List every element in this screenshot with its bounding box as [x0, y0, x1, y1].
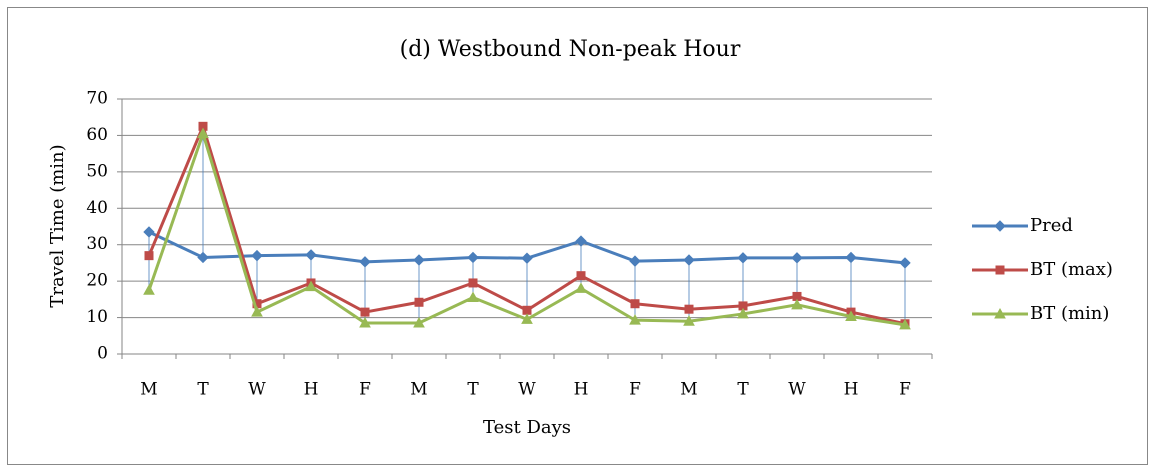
- x-tick-label: F: [629, 380, 641, 400]
- y-tick-label: 30: [86, 234, 108, 254]
- marker: [845, 251, 857, 264]
- chart-border: [7, 7, 1148, 465]
- marker: [467, 251, 479, 264]
- x-tick-label: H: [304, 380, 319, 400]
- marker: [576, 271, 586, 281]
- marker: [197, 127, 209, 139]
- marker: [899, 318, 911, 330]
- marker: [522, 305, 532, 315]
- x-tick-label: T: [197, 380, 209, 400]
- marker: [413, 254, 425, 266]
- x-tick-label: F: [899, 380, 911, 400]
- x-tick-label: F: [359, 380, 371, 400]
- marker: [521, 252, 533, 264]
- y-tick-label: 40: [86, 198, 108, 218]
- y-tick-label: 20: [86, 271, 108, 291]
- marker: [737, 307, 749, 319]
- marker: [521, 313, 533, 324]
- legend-label: BT (max): [1030, 259, 1113, 280]
- y-tick-label: 60: [86, 125, 108, 145]
- x-tick-label: H: [574, 380, 589, 400]
- marker: [359, 256, 371, 268]
- marker: [791, 252, 803, 264]
- legend-marker: [995, 265, 1005, 275]
- chart-title: (d) Westbound Non-peak Hour: [400, 37, 741, 62]
- x-tick-label: M: [410, 380, 427, 400]
- marker: [305, 249, 317, 261]
- x-tick-label: T: [737, 380, 749, 400]
- legend-marker: [994, 220, 1006, 232]
- x-tick-label: W: [788, 380, 806, 400]
- marker: [305, 280, 317, 292]
- marker: [359, 317, 371, 328]
- legend-label: Pred: [1030, 215, 1073, 236]
- y-tick-label: 50: [86, 161, 108, 181]
- marker: [143, 284, 155, 295]
- x-tick-label: W: [248, 380, 266, 400]
- x-tick-label: T: [467, 380, 479, 400]
- legend-marker: [994, 307, 1006, 319]
- marker: [144, 251, 154, 261]
- marker: [360, 307, 370, 317]
- y-tick-label: 10: [86, 307, 108, 327]
- y-tick-label: 0: [97, 344, 108, 364]
- marker: [197, 251, 209, 264]
- marker: [575, 282, 587, 293]
- marker: [468, 278, 478, 288]
- marker: [791, 298, 803, 310]
- x-tick-label: M: [680, 380, 697, 400]
- marker: [414, 297, 424, 307]
- marker: [845, 310, 857, 321]
- marker: [737, 252, 749, 264]
- marker: [143, 226, 155, 238]
- y-tick-label: 70: [86, 89, 108, 109]
- marker: [684, 304, 694, 314]
- marker: [251, 306, 263, 317]
- marker: [683, 254, 695, 266]
- marker: [683, 315, 695, 326]
- marker: [467, 291, 479, 303]
- marker: [630, 299, 640, 309]
- marker: [575, 235, 587, 247]
- marker: [251, 249, 263, 262]
- x-tick-label: M: [140, 380, 157, 400]
- marker: [899, 257, 911, 269]
- marker: [629, 314, 641, 325]
- legend-label: BT (min): [1030, 303, 1109, 324]
- y-axis-label: Travel Time (min): [47, 144, 68, 307]
- marker: [629, 255, 641, 267]
- x-tick-label: H: [844, 380, 859, 400]
- x-axis-label: Test Days: [483, 417, 571, 438]
- x-tick-label: W: [518, 380, 536, 400]
- marker: [413, 317, 425, 328]
